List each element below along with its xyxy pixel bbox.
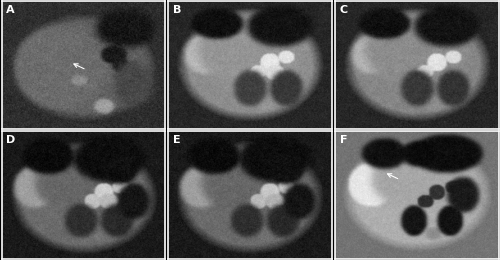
Text: D: D <box>6 135 16 145</box>
Text: B: B <box>173 5 182 15</box>
Text: C: C <box>340 5 348 15</box>
Text: F: F <box>340 135 347 145</box>
Text: E: E <box>173 135 180 145</box>
Text: A: A <box>6 5 15 15</box>
